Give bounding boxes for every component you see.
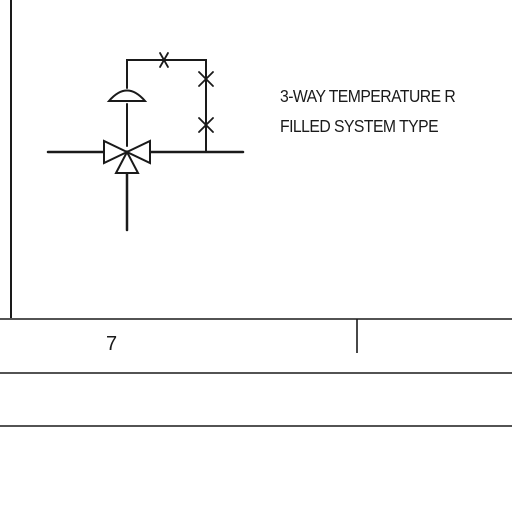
actuator-dome <box>106 89 148 102</box>
symbol-description-line-2: FILLED SYSTEM TYPE <box>280 116 439 136</box>
valve-left-triangle <box>103 139 130 165</box>
three-way-valve-with-actuator-icon <box>46 52 245 232</box>
valve-bottom-triangle <box>114 149 140 174</box>
valve-right-triangle <box>124 139 151 165</box>
row-number: 7 <box>106 333 118 355</box>
symbol-description-line-1: 3-WAY TEMPERATURE R <box>280 86 456 106</box>
capillary-marks <box>159 52 214 133</box>
table-grid <box>0 0 512 427</box>
capillary-line <box>126 59 207 153</box>
